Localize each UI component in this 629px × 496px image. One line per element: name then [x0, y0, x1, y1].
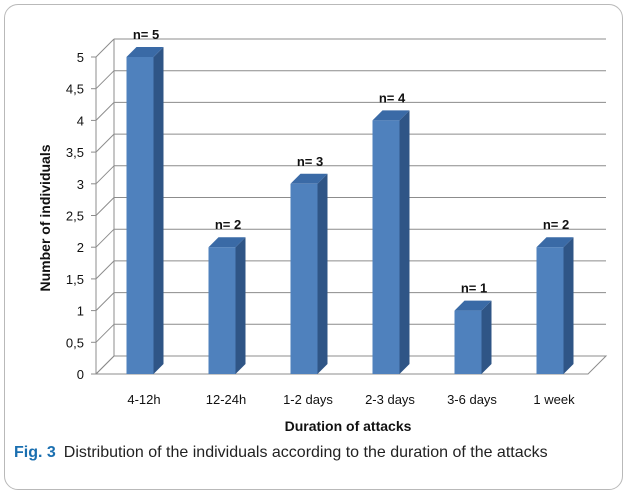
grid-diagonal [95, 292, 115, 311]
x-tick-label: 3-6 days [447, 392, 497, 407]
bar-side [563, 237, 574, 374]
caption-text: Distribution of the individuals accordin… [63, 444, 548, 461]
bar-side [481, 300, 492, 374]
grid-diagonal [95, 197, 115, 216]
y-tick-label: 4 [77, 113, 84, 128]
gridlines [95, 38, 606, 375]
bar-front [536, 247, 564, 374]
bar [454, 300, 492, 374]
bar-side [317, 173, 328, 374]
x-tick-label: 4-12h [127, 392, 160, 407]
bar-side [399, 110, 410, 375]
grid-diagonal [95, 323, 115, 343]
x-tick-label: 12-24h [206, 392, 246, 407]
bar-side [235, 237, 246, 374]
bar-top [372, 110, 410, 121]
bar-front [208, 247, 236, 374]
bar-front [454, 310, 482, 374]
figure-label: Fig. 3 [14, 444, 56, 461]
bar [536, 237, 574, 374]
bar-top [208, 237, 246, 248]
bar [372, 110, 410, 375]
grid-diagonal [95, 38, 115, 58]
y-axis-title: Number of individuals [37, 144, 53, 291]
y-tick-label: 0 [77, 367, 84, 382]
y-tick-labels: 0 0,5 1 1,5 2 2,5 3 3,5 4 4,5 5 [66, 50, 84, 382]
grid-diagonal [95, 165, 115, 185]
bar-front [126, 57, 154, 374]
bar [126, 47, 164, 374]
data-label: n= 1 [461, 281, 487, 296]
bars [126, 47, 574, 375]
grid-diagonal [95, 70, 115, 90]
bar-front [290, 183, 318, 374]
figure-caption: Fig. 3 Distribution of the individuals ac… [14, 442, 618, 464]
grid-diagonal [95, 260, 115, 280]
x-tick-labels: 4-12h 12-24h 1-2 days 2-3 days 3-6 days 1 wee… [127, 392, 575, 407]
bar-top [126, 47, 164, 57]
data-label: n= 3 [297, 154, 323, 169]
y-tick-label: 4,5 [66, 82, 84, 97]
y-tick-label: 2,5 [66, 209, 84, 224]
y-tick-label: 1 [77, 304, 84, 319]
grid-diagonal [95, 133, 115, 153]
data-label: n= 4 [379, 90, 406, 105]
y-tick-label: 3 [77, 177, 84, 192]
bar [290, 173, 328, 374]
bar-side [153, 47, 164, 374]
bar-top [290, 173, 328, 184]
y-tick-label: 2 [77, 240, 84, 255]
x-tick-label: 1-2 days [283, 392, 333, 407]
bar-top [536, 237, 574, 248]
bar [208, 237, 246, 374]
bar-front [372, 120, 400, 375]
data-label: n= 2 [215, 217, 241, 232]
x-axis-title: Duration of attacks [285, 418, 412, 434]
y-tick-label: 3,5 [66, 145, 84, 160]
bar-chart: 0 0,5 1 1,5 2 2,5 3 3,5 4 4,5 5 4-12h 12-24h 1-2 day… [37, 27, 608, 434]
grid-diagonal [95, 228, 115, 248]
floor [94, 355, 608, 375]
data-label: n= 2 [543, 217, 569, 232]
data-labels: n= 5 n= 2 n= 3 n= 4 n= 1 n= 2 [133, 27, 569, 296]
axes [91, 39, 608, 375]
y-tick-label: 1,5 [66, 272, 84, 287]
y-tick-label: 5 [77, 50, 84, 65]
x-tick-label: 1 week [533, 392, 575, 407]
x-tick-label: 2-3 days [365, 392, 415, 407]
data-label: n= 5 [133, 27, 159, 42]
y-tick-label: 0,5 [66, 335, 84, 350]
grid-diagonal [95, 102, 115, 121]
bar-top [454, 300, 492, 311]
